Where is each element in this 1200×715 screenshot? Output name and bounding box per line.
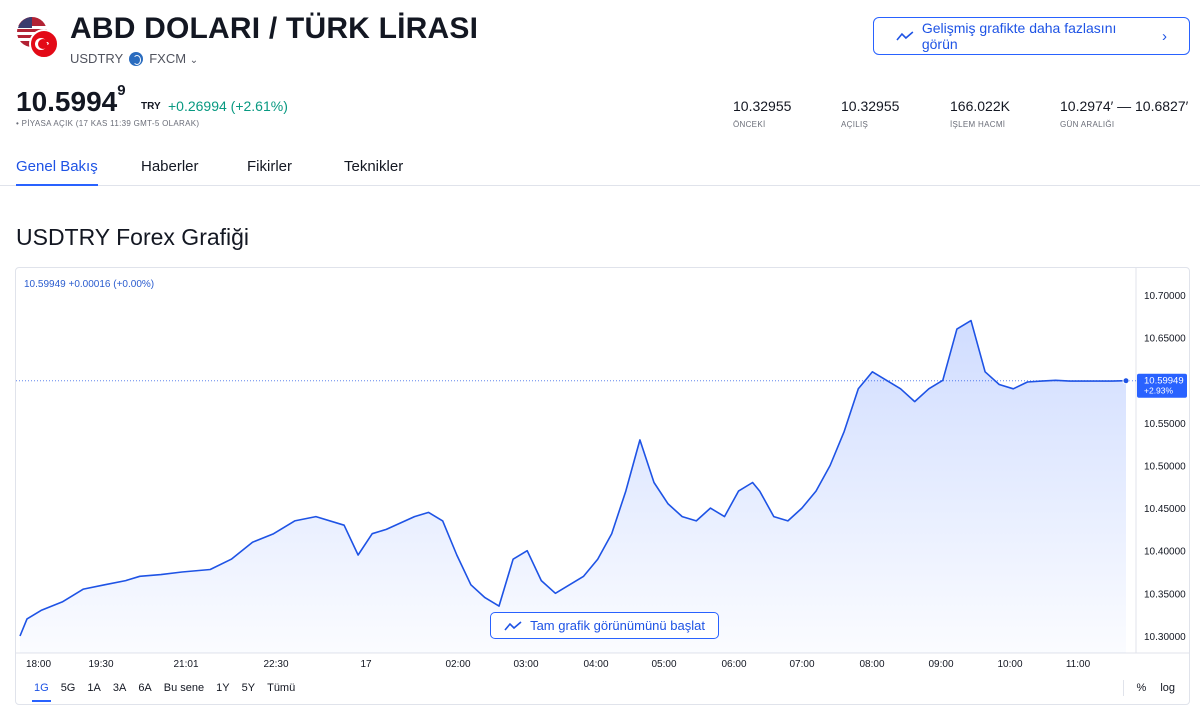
market-status: • PİYASA AÇIK (17 KAS 11:39 GMT-5 OLARAK… [16,119,200,128]
x-tick-label: 18:00 [26,659,51,670]
exchange-label: FXCM [149,51,187,66]
stat-open: 10.32955 AÇILIŞ [841,98,899,129]
symbol-line: USDTRY FXCM ⌄ [70,51,198,66]
stat-label: GÜN ARALIĞI [1060,120,1115,129]
start-full-chart-label: Tam grafik görünümünü başlat [530,618,705,633]
stat-label: İŞLEM HACMİ [950,120,1006,129]
chevron-down-icon: ⌄ [189,55,199,66]
y-tick-label: 10.35000 [1144,589,1186,600]
y-tick-label: 10.40000 [1144,547,1186,558]
section-title: USDTRY Forex Grafiği [16,224,250,250]
last-price-tag-change: +2.93% [1144,386,1174,396]
y-tick-label: 10.30000 [1144,632,1186,643]
range-3m[interactable]: 3A [112,682,127,694]
x-tick-label: 09:00 [928,659,953,670]
x-tick-label: 03:00 [513,659,538,670]
x-tick-label: 10:00 [997,659,1022,670]
x-tick-label: 22:30 [263,659,288,670]
y-tick-label: 10.50000 [1144,462,1186,473]
x-tick-label: 17 [360,659,372,670]
chart-trend-icon [896,31,914,41]
price-area [20,320,1126,653]
last-price-tag-value: 10.59949 [1144,376,1184,387]
divider [1122,680,1124,696]
price-change: +0.26994 (+2.61%) [168,98,288,114]
price-line [19,319,1127,637]
price-chart[interactable]: 10.7000010.6500010.6000010.5500010.50000… [16,268,1190,705]
range-6m[interactable]: 6A [138,682,152,694]
currency-flags-logo [16,16,60,60]
stat-label: ÖNCEKİ [733,120,766,129]
x-tick-label: 05:00 [651,659,676,670]
range-5d[interactable]: 5G [60,682,76,694]
tab-technicals[interactable]: Teknikler [344,158,404,175]
x-tick-label: 06:00 [721,659,746,670]
range-selector: 1G 5G 1A 3A 6A Bu sene 1Y 5Y Tümü [28,682,301,702]
current-price: 10.59949 [16,82,126,118]
scale-options: % log [1122,680,1175,696]
start-full-chart-button[interactable]: Tam grafik görünümünü başlat [490,612,719,639]
stat-day-range: 10.2974′ — 10.6827′ GÜN ARALIĞI [1060,98,1188,129]
tab-news[interactable]: Haberler [141,158,199,175]
range-5y[interactable]: 5Y [241,682,256,694]
stat-label: AÇILIŞ [841,120,869,129]
page-title: ABD DOLARI / TÜRK LİRASI [70,12,479,45]
stat-volume: 166.022K İŞLEM HACMİ [950,98,1010,129]
stat-value: 10.2974′ — 10.6827′ [1060,98,1189,114]
stat-value: 10.32955 [733,98,792,114]
range-1d[interactable]: 1G [28,682,55,702]
x-tick-label: 11:00 [1066,659,1091,670]
x-tick-label: 02:00 [445,659,470,670]
chart-trend-icon [504,620,522,631]
range-all[interactable]: Tümü [267,682,296,694]
symbol-label: USDTRY [70,51,124,66]
y-tick-label: 10.55000 [1144,419,1186,430]
stat-value: 10.32955 [841,98,900,114]
x-tick-label: 19:30 [88,659,113,670]
x-tick-label: 04:00 [583,659,608,670]
y-tick-label: 10.70000 [1144,291,1186,302]
last-price-dot [1122,377,1130,385]
currency-label: TRY [141,101,161,112]
x-tick-label: 08:00 [859,659,884,670]
chevron-right-icon: › [1162,27,1167,45]
range-1m[interactable]: 1A [87,682,101,694]
chart-legend: 10.59949 +0.00016 (+0.00%) [24,279,155,290]
price-sup: 9 [117,82,126,99]
y-tick-label: 10.65000 [1144,334,1186,345]
range-1y[interactable]: 1Y [216,682,230,694]
exchange-dropdown[interactable]: FXCM ⌄ [149,51,198,66]
stat-previous: 10.32955 ÖNCEKİ [733,98,791,129]
percent-scale-toggle[interactable]: % [1136,682,1147,694]
advanced-chart-button[interactable]: Gelişmiş grafikte daha fazlasını görün › [873,17,1190,55]
advanced-chart-label: Gelişmiş grafikte daha fazlasını görün [921,20,1117,52]
tab-overview[interactable]: Genel Bakış [16,158,98,186]
stat-value: 166.022K [950,98,1010,114]
last-price-tag [1137,373,1187,398]
exchange-icon [129,51,144,66]
y-tick-label: 10.45000 [1144,504,1186,515]
log-scale-toggle[interactable]: log [1160,682,1175,694]
chart-panel[interactable]: 10.7000010.6500010.6000010.5500010.50000… [15,267,1190,705]
x-tick-label: 21:01 [173,659,198,670]
x-tick-label: 07:00 [789,659,814,670]
tab-bar: Genel Bakış Haberler Fikirler Teknikler [0,150,1200,186]
range-ytd[interactable]: Bu sene [163,682,205,694]
tab-ideas[interactable]: Fikirler [247,158,292,175]
price-main: 10.5994 [16,86,118,117]
